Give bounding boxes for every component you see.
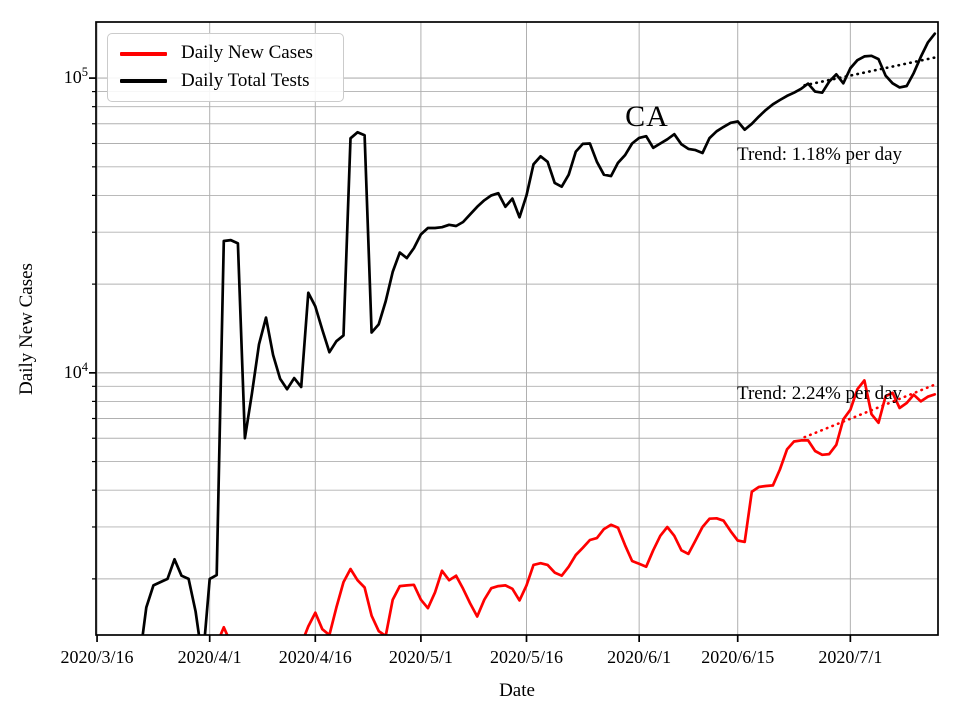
trend-annotation-cases: Trend: 2.24% per day	[737, 383, 902, 404]
series-daily-new-cases	[219, 379, 937, 635]
y-axis-label: Daily New Cases	[16, 263, 37, 395]
legend-line-sample-cases	[120, 51, 167, 56]
x-tick-label-6: 2020/6/15	[701, 647, 775, 667]
x-tick-label-0: 2020/3/16	[60, 647, 134, 667]
series-daily-total-tests	[141, 32, 937, 635]
x-tick-label-2: 2020/4/16	[278, 647, 352, 667]
x-tick-label-1: 2020/4/1	[177, 647, 242, 667]
y-tick-label-1: 105	[63, 65, 88, 88]
x-axis-label: Date	[499, 680, 535, 701]
x-tick-label-3: 2020/5/1	[388, 647, 453, 667]
legend-item-daily-new-cases: Daily New Cases	[120, 42, 343, 64]
legend-line-sample-tests	[120, 79, 167, 84]
x-tick-label-4: 2020/5/16	[489, 647, 563, 667]
state-annotation: CA	[625, 100, 669, 133]
series-cases-trend-2-24-per-day-	[803, 382, 938, 439]
legend-item-daily-total-tests: Daily Total Tests	[120, 70, 343, 92]
series-tests-trend-1-18-per-day-	[803, 55, 938, 87]
tick-marks	[89, 77, 852, 642]
legend: Daily New Cases Daily Total Tests	[107, 33, 344, 102]
legend-label-cases: Daily New Cases	[181, 42, 313, 64]
gridlines	[96, 22, 938, 635]
legend-label-tests: Daily Total Tests	[181, 70, 310, 91]
trend-annotation-tests: Trend: 1.18% per day	[737, 144, 902, 165]
x-tick-label-5: 2020/6/1	[607, 647, 672, 667]
series-group	[141, 32, 938, 635]
plot-border	[95, 21, 939, 636]
y-tick-label-0: 104	[63, 359, 88, 382]
x-tick-label-7: 2020/7/1	[818, 647, 883, 667]
